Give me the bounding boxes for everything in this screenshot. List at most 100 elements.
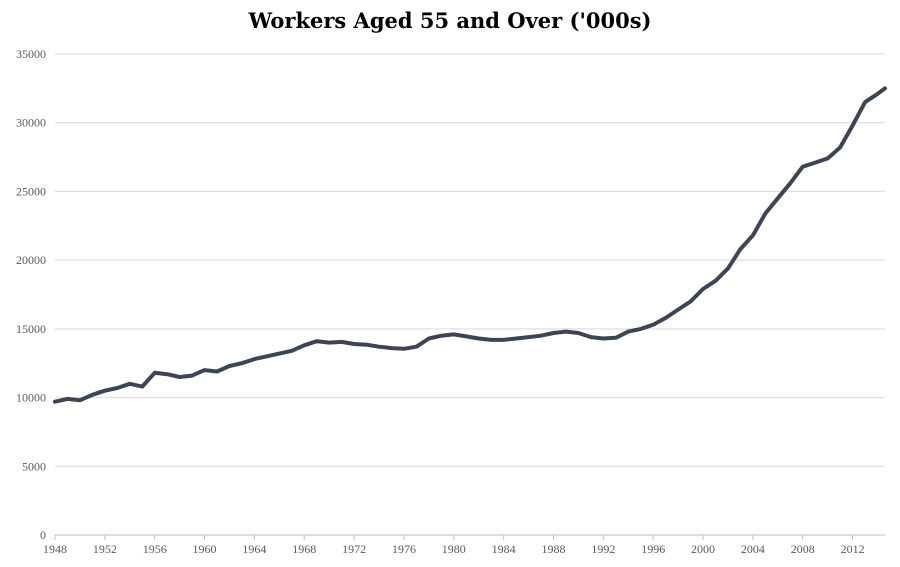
data-point	[751, 233, 755, 237]
data-point	[502, 338, 506, 342]
data-point	[365, 343, 369, 347]
data-point	[477, 336, 481, 341]
data-point	[639, 327, 643, 331]
data-point	[65, 397, 70, 401]
data-point	[539, 334, 543, 338]
y-tick-label: 10000	[16, 391, 46, 405]
x-tick-label: 1960	[193, 542, 217, 556]
data-point	[689, 299, 693, 303]
data-point	[277, 352, 281, 356]
data-point	[178, 375, 182, 379]
x-axis: 1948 1952 1956 1960 1964 1968 1972 1976 1980 1984…	[43, 534, 885, 556]
x-tick-label: 1984	[492, 542, 516, 556]
data-point	[676, 308, 680, 312]
series-layer	[53, 86, 887, 404]
data-point	[763, 211, 768, 215]
data-point	[713, 279, 718, 283]
x-tick-label: 1952	[93, 542, 117, 556]
y-tick-label: 0	[40, 528, 46, 542]
data-point	[414, 345, 418, 349]
gridlines	[55, 53, 885, 536]
data-point	[402, 347, 406, 351]
data-point	[551, 331, 556, 335]
y-tick-label: 25000	[16, 184, 46, 198]
data-point	[601, 336, 605, 341]
data-point	[265, 354, 269, 358]
x-tick-label: 1996	[641, 542, 665, 556]
x-tick-label: 1972	[342, 542, 366, 556]
x-tick-label: 2012	[841, 542, 865, 556]
data-point	[838, 145, 842, 150]
data-point	[377, 345, 381, 349]
x-tick-label: 1968	[292, 542, 316, 556]
x-tick-label: 1976	[392, 542, 416, 556]
data-point	[726, 266, 730, 270]
data-point	[489, 338, 493, 342]
x-tick-label: 1964	[242, 542, 266, 556]
y-tick-label: 30000	[16, 116, 46, 130]
data-point	[290, 349, 294, 353]
data-point	[53, 400, 57, 404]
data-point	[302, 343, 306, 347]
series-line	[53, 86, 887, 404]
data-point	[826, 156, 830, 160]
data-point	[78, 398, 82, 402]
data-point	[227, 364, 232, 368]
data-point	[90, 393, 94, 397]
x-tick-label: 1988	[541, 542, 565, 556]
x-tick-label: 2004	[741, 542, 765, 556]
data-point	[340, 340, 344, 344]
data-point	[128, 382, 132, 386]
data-point	[863, 100, 867, 104]
data-point	[427, 336, 431, 341]
data-point	[589, 335, 593, 339]
x-tick-label: 2000	[691, 542, 715, 556]
data-point	[701, 287, 705, 291]
data-point	[165, 372, 169, 376]
data-point	[851, 123, 855, 128]
x-tick-label: 1948	[43, 542, 67, 556]
data-point	[614, 336, 618, 340]
data-point	[389, 346, 394, 350]
y-axis: 0 5000 10000 15000 20000 25000 30000 35000	[16, 47, 46, 542]
data-point	[103, 389, 107, 393]
data-point	[115, 386, 119, 390]
y-tick-label: 15000	[16, 322, 46, 336]
data-point	[252, 357, 256, 361]
data-point	[153, 371, 157, 375]
y-tick-label: 20000	[16, 253, 46, 267]
data-point	[776, 196, 780, 200]
data-point	[813, 161, 817, 165]
data-point	[651, 323, 655, 327]
data-point	[738, 247, 743, 251]
y-tick-label: 35000	[16, 47, 46, 61]
x-tick-label: 1956	[143, 542, 167, 556]
data-point	[576, 331, 581, 335]
data-point	[202, 368, 207, 372]
data-point	[439, 334, 443, 338]
data-point	[352, 342, 356, 346]
data-point	[664, 316, 668, 320]
data-point	[464, 334, 468, 338]
data-point	[240, 361, 244, 365]
x-tick-label: 2008	[791, 542, 815, 556]
data-point	[527, 335, 531, 339]
data-point	[875, 92, 880, 96]
data-point	[883, 86, 887, 90]
data-point	[190, 374, 194, 378]
chart-title: Workers Aged 55 and Over ('000s)	[248, 8, 652, 33]
data-point	[626, 330, 630, 334]
data-point	[215, 369, 219, 374]
x-tick-label: 1992	[591, 542, 615, 556]
data-point	[452, 332, 456, 336]
data-point	[564, 330, 568, 334]
data-point	[327, 341, 331, 345]
data-point	[315, 339, 319, 343]
data-point	[788, 181, 792, 185]
data-point	[514, 336, 518, 341]
data-point	[801, 165, 805, 169]
data-point	[140, 385, 144, 389]
x-tick-label: 1980	[442, 542, 466, 556]
y-tick-label: 5000	[22, 459, 46, 473]
